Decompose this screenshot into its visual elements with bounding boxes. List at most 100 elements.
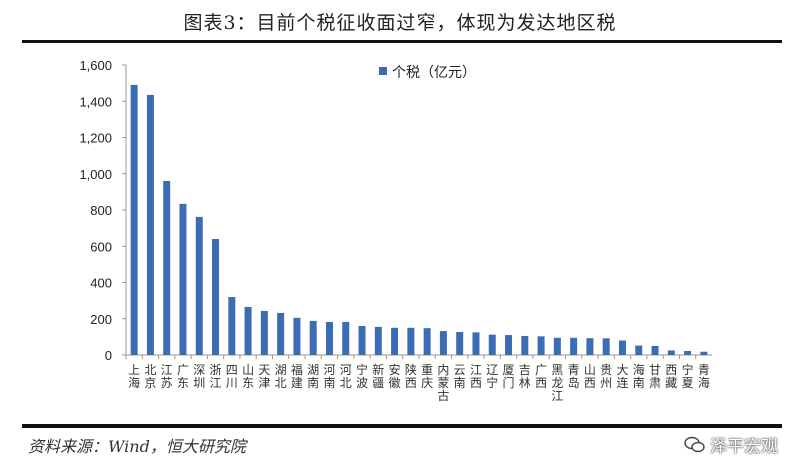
y-tick-label: 0 <box>105 348 112 363</box>
x-tick-label: 东 <box>177 376 189 390</box>
x-tick-label: 夏 <box>682 376 694 390</box>
x-tick-label: 北 <box>144 363 156 377</box>
bar-福建 <box>293 317 301 355</box>
x-tick-label: 陕 <box>405 362 417 377</box>
bar-青海 <box>700 351 708 355</box>
bar-贵州 <box>602 338 610 355</box>
x-tick-label: 南 <box>323 375 335 390</box>
x-tick-label: 吉 <box>519 363 531 377</box>
watermark-text: 泽平宏观 <box>710 437 778 457</box>
x-tick-label: 四 <box>226 363 238 377</box>
x-tick-label: 福 <box>291 362 303 377</box>
watermark: 泽平宏观 <box>684 432 778 457</box>
bar-大连 <box>618 340 626 355</box>
x-tick-label: 甘 <box>649 363 661 377</box>
x-tick-label: 宁 <box>682 362 694 377</box>
bar-河南 <box>325 322 333 355</box>
bar-江西 <box>472 332 480 355</box>
bar-宁波 <box>358 326 366 355</box>
x-tick-label: 北 <box>275 376 287 390</box>
bar-新疆 <box>374 326 382 355</box>
bar-上海 <box>130 84 138 355</box>
x-tick-label: 青 <box>698 363 710 377</box>
x-tick-label: 广 <box>177 363 189 377</box>
x-tick-label: 徽 <box>389 375 401 390</box>
x-tick-label: 圳 <box>193 376 205 390</box>
y-tick-label: 800 <box>90 203 112 218</box>
bar-深圳 <box>195 216 203 355</box>
bar-浙江 <box>212 239 220 355</box>
y-tick-label: 200 <box>90 312 112 327</box>
x-tick-label: 安 <box>389 362 401 377</box>
x-tick-label: 西 <box>470 376 482 390</box>
x-tick-label: 肃 <box>649 376 661 390</box>
bar-安徽 <box>391 327 399 355</box>
bar-四川 <box>228 297 236 355</box>
bar-山东 <box>244 306 252 355</box>
bar-西藏 <box>667 350 675 355</box>
x-tick-label: 南 <box>633 375 645 390</box>
x-tick-label: 江 <box>551 389 563 403</box>
bar-湖南 <box>309 320 317 355</box>
bar-江苏 <box>163 181 171 355</box>
bar-河北 <box>342 322 350 355</box>
x-tick-label: 宁 <box>486 375 498 390</box>
x-tick-label: 江 <box>161 363 173 377</box>
x-tick-label: 山 <box>584 363 596 377</box>
x-tick-label: 苏 <box>161 376 173 390</box>
x-tick-label: 天 <box>258 363 270 377</box>
bar-重庆 <box>423 328 431 355</box>
x-tick-label: 北 <box>340 376 352 390</box>
x-tick-label: 南 <box>307 375 319 390</box>
x-tick-label: 西 <box>535 376 547 390</box>
bar-黑龙江 <box>553 337 561 355</box>
x-tick-label: 西 <box>665 363 677 377</box>
x-tick-label: 山 <box>242 363 254 377</box>
y-tick-label: 600 <box>90 239 112 254</box>
y-tick-label: 400 <box>90 276 112 291</box>
x-tick-label: 深 <box>193 363 205 377</box>
bar-湖北 <box>277 312 285 355</box>
x-tick-label: 建 <box>291 376 303 390</box>
x-tick-label: 东 <box>242 376 254 390</box>
x-tick-label: 川 <box>226 376 238 390</box>
x-tick-label: 大 <box>616 363 628 377</box>
bar-山西 <box>586 338 594 355</box>
title-divider <box>22 40 782 43</box>
x-tick-label: 津 <box>258 376 270 390</box>
x-tick-label: 古 <box>437 388 449 403</box>
x-tick-label: 青 <box>568 363 580 377</box>
bar-云南 <box>456 331 464 355</box>
x-tick-label: 浙 <box>210 363 222 377</box>
x-tick-label: 辽 <box>486 363 498 377</box>
bar-北京 <box>146 94 154 355</box>
x-tick-label: 贵 <box>600 363 612 377</box>
x-tick-label: 新 <box>372 362 384 377</box>
x-tick-label: 蒙 <box>437 376 449 390</box>
x-tick-label: 海 <box>698 375 710 390</box>
bar-天津 <box>260 310 268 355</box>
x-tick-label: 疆 <box>372 376 384 390</box>
bar-海南 <box>635 345 643 355</box>
source-note: 资料来源：Wind，恒大研究院 <box>28 437 246 456</box>
bar-甘肃 <box>651 345 659 355</box>
legend-label: 个税（亿元） <box>392 65 476 81</box>
y-tick-label: 1,400 <box>79 94 112 109</box>
bar-厦门 <box>505 335 513 355</box>
x-tick-label: 湖 <box>275 362 287 377</box>
bar-吉林 <box>521 335 529 355</box>
x-tick-label: 西 <box>405 376 417 390</box>
bar-陕西 <box>407 327 415 355</box>
x-tick-label: 河 <box>323 363 335 377</box>
x-tick-label: 西 <box>584 376 596 390</box>
x-tick-label: 林 <box>519 376 531 390</box>
x-tick-label: 连 <box>616 375 628 390</box>
x-tick-label: 上 <box>128 363 140 377</box>
x-tick-label: 广 <box>535 363 547 377</box>
x-tick-label: 内 <box>437 363 449 377</box>
x-tick-label: 云 <box>454 363 466 377</box>
legend-swatch <box>379 67 387 75</box>
x-tick-label: 海 <box>633 362 645 377</box>
bar-宁夏 <box>684 351 692 355</box>
